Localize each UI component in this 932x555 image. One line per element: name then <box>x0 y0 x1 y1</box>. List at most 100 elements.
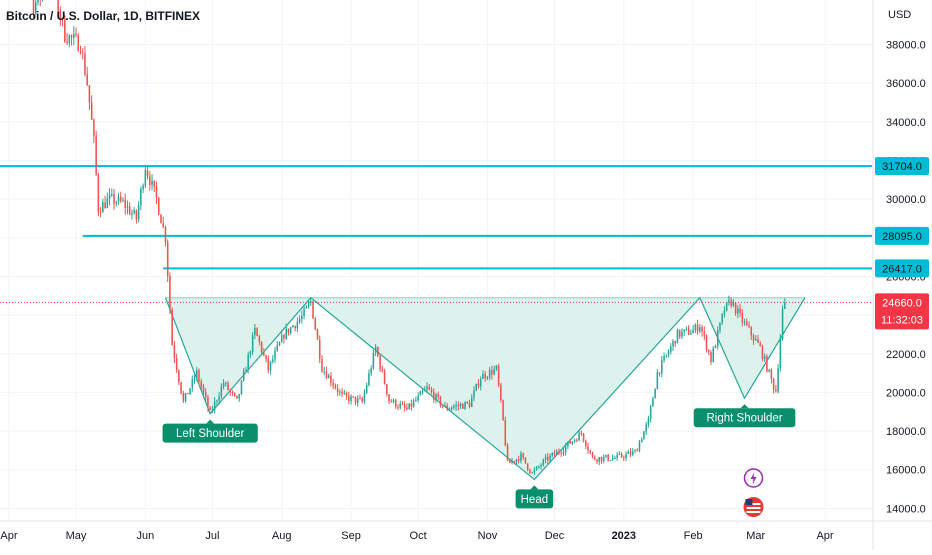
candle[interactable] <box>280 330 283 343</box>
candle[interactable] <box>314 316 317 331</box>
candle[interactable] <box>155 181 158 205</box>
candle[interactable] <box>374 344 377 357</box>
candle[interactable] <box>636 448 639 452</box>
candle[interactable] <box>681 328 683 339</box>
candle[interactable] <box>124 193 126 215</box>
candle[interactable] <box>652 396 654 407</box>
candle[interactable] <box>710 350 712 366</box>
candle[interactable] <box>616 451 618 461</box>
candle[interactable] <box>705 334 708 353</box>
candle[interactable] <box>667 349 670 358</box>
candle[interactable] <box>453 404 455 410</box>
candle[interactable] <box>544 453 547 464</box>
candle[interactable] <box>522 452 524 460</box>
candle[interactable] <box>57 0 59 14</box>
candle[interactable] <box>294 325 296 332</box>
candle[interactable] <box>555 449 558 455</box>
candle[interactable] <box>741 309 744 327</box>
candle[interactable] <box>739 303 741 317</box>
candle[interactable] <box>701 324 703 337</box>
candle[interactable] <box>381 365 384 373</box>
candle[interactable] <box>477 379 480 389</box>
candle[interactable] <box>446 402 448 411</box>
candle[interactable] <box>470 394 473 408</box>
candle[interactable] <box>263 348 265 357</box>
candle[interactable] <box>325 366 328 380</box>
candle[interactable] <box>549 453 551 463</box>
candle[interactable] <box>716 326 719 350</box>
candle[interactable] <box>486 375 489 381</box>
candle[interactable] <box>748 321 750 329</box>
candle[interactable] <box>582 432 585 443</box>
lightning-icon[interactable] <box>743 468 764 488</box>
candle[interactable] <box>90 95 93 120</box>
candle[interactable] <box>345 391 348 400</box>
candle[interactable] <box>240 379 243 396</box>
candle[interactable] <box>605 454 607 458</box>
candle[interactable] <box>102 198 104 213</box>
candle[interactable] <box>117 192 120 205</box>
candle[interactable] <box>690 329 692 335</box>
candle[interactable] <box>359 394 361 400</box>
candle[interactable] <box>379 354 381 372</box>
candle[interactable] <box>468 399 471 409</box>
candle[interactable] <box>627 449 630 454</box>
candle[interactable] <box>350 394 352 405</box>
candle[interactable] <box>428 384 431 391</box>
candle[interactable] <box>195 367 198 382</box>
candle[interactable] <box>339 389 341 396</box>
candle[interactable] <box>417 392 419 403</box>
candle[interactable] <box>495 364 498 371</box>
candle[interactable] <box>296 317 299 333</box>
candle[interactable] <box>623 455 625 462</box>
candle[interactable] <box>113 188 115 210</box>
candle[interactable] <box>245 366 247 372</box>
candle[interactable] <box>128 202 131 216</box>
candle[interactable] <box>553 449 556 458</box>
candle[interactable] <box>126 200 129 215</box>
candle[interactable] <box>41 0 44 2</box>
candle[interactable] <box>578 429 580 441</box>
candle[interactable] <box>372 350 375 370</box>
candle[interactable] <box>669 343 672 355</box>
candle[interactable] <box>634 448 636 454</box>
candle[interactable] <box>361 396 363 404</box>
candle[interactable] <box>298 315 301 324</box>
candle[interactable] <box>696 319 699 335</box>
candle[interactable] <box>569 438 571 445</box>
candle[interactable] <box>473 386 475 402</box>
candle[interactable] <box>600 456 603 464</box>
candle[interactable] <box>491 365 493 380</box>
candle[interactable] <box>144 164 147 188</box>
candle[interactable] <box>66 32 68 46</box>
candle[interactable] <box>567 441 569 450</box>
candle[interactable] <box>781 305 784 341</box>
candle[interactable] <box>618 451 621 456</box>
candle[interactable] <box>497 363 500 388</box>
candle[interactable] <box>540 463 542 470</box>
candle[interactable] <box>365 382 368 394</box>
candle[interactable] <box>784 298 786 310</box>
candle[interactable] <box>515 458 518 466</box>
candle[interactable] <box>609 460 612 462</box>
candle[interactable] <box>542 458 545 467</box>
candle[interactable] <box>184 392 187 403</box>
candle[interactable] <box>665 354 668 358</box>
candle[interactable] <box>73 26 75 46</box>
candle[interactable] <box>598 456 601 466</box>
candle[interactable] <box>424 386 426 392</box>
candle[interactable] <box>216 399 218 406</box>
candle[interactable] <box>260 341 263 356</box>
candle[interactable] <box>75 27 77 38</box>
candle[interactable] <box>343 389 346 395</box>
candle[interactable] <box>115 200 118 207</box>
candle[interactable] <box>571 441 574 445</box>
candle[interactable] <box>330 372 332 387</box>
candle[interactable] <box>759 340 761 347</box>
candle[interactable] <box>419 390 422 396</box>
candle[interactable] <box>236 395 238 400</box>
candle[interactable] <box>772 377 775 394</box>
candle[interactable] <box>766 354 768 373</box>
candle[interactable] <box>79 45 82 55</box>
